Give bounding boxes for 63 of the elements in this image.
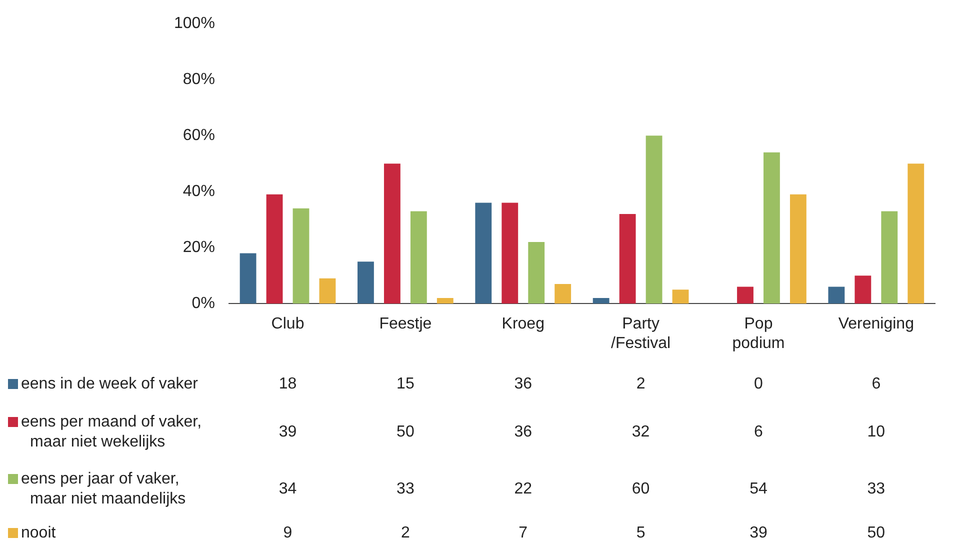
data-label: 60 — [632, 480, 650, 498]
bar — [881, 211, 898, 304]
data-label: 33 — [867, 480, 886, 498]
data-label: 18 — [278, 375, 297, 392]
data-label: 54 — [750, 480, 768, 498]
data-label: 7 — [518, 524, 528, 542]
bar — [410, 211, 427, 304]
x-tick-label: Kroeg — [502, 316, 544, 333]
legend-label: eens in de week of vaker — [21, 375, 199, 392]
legend-label: nooit — [21, 524, 56, 542]
x-tick-label: Club — [271, 316, 304, 333]
y-tick-label: 40% — [182, 183, 215, 200]
data-label: 5 — [636, 524, 646, 542]
data-label: 39 — [750, 524, 768, 542]
bar — [672, 290, 689, 304]
data-label: 2 — [636, 375, 646, 392]
data-label: 15 — [396, 375, 414, 392]
data-label: 10 — [867, 423, 886, 440]
bar — [619, 214, 636, 304]
legend-label: eens per maand of vaker, maar niet wekelijks — [21, 413, 202, 450]
bar — [240, 253, 256, 304]
bar — [319, 278, 336, 304]
bar — [292, 208, 310, 304]
bar — [908, 164, 924, 304]
legend-label: eens per jaar of vaker, maar niet maandelijks — [21, 470, 186, 508]
data-label: 50 — [867, 524, 886, 542]
x-tick-label: Pop podium — [732, 316, 785, 352]
bar — [436, 298, 454, 304]
bar — [358, 262, 374, 304]
bar — [764, 152, 780, 304]
data-label: 36 — [514, 375, 532, 392]
bar — [737, 286, 754, 304]
y-tick-label: 80% — [182, 71, 215, 88]
data-label: 2 — [400, 524, 410, 542]
data-label: 50 — [396, 423, 414, 440]
data-label: 36 — [514, 423, 532, 440]
bar — [384, 164, 400, 304]
data-label: 32 — [632, 423, 650, 440]
x-tick-label: Vereniging — [838, 316, 914, 333]
y-tick-label: 100% — [174, 15, 215, 32]
data-label: 6 — [872, 375, 881, 392]
data-label: 22 — [514, 480, 532, 498]
data-label: 34 — [278, 480, 297, 498]
y-tick-label: 0% — [192, 295, 215, 312]
bar — [266, 194, 283, 304]
y-tick-label: 20% — [182, 239, 215, 256]
x-tick-label: Feestje — [379, 316, 432, 333]
bar — [502, 202, 518, 304]
bar — [828, 286, 845, 304]
bar — [528, 242, 545, 304]
bar — [646, 136, 662, 304]
bar — [790, 194, 806, 304]
data-label: 33 — [396, 480, 414, 498]
data-label: 9 — [283, 524, 292, 542]
x-tick-label: Party /Festival — [611, 316, 671, 352]
data-label: 6 — [754, 423, 764, 440]
data-label: 0 — [754, 375, 764, 392]
bar — [475, 202, 492, 304]
data-label: 39 — [278, 423, 297, 440]
bar — [554, 284, 572, 304]
y-tick-label: 60% — [182, 127, 215, 144]
bar — [592, 298, 610, 304]
bar — [854, 276, 872, 304]
